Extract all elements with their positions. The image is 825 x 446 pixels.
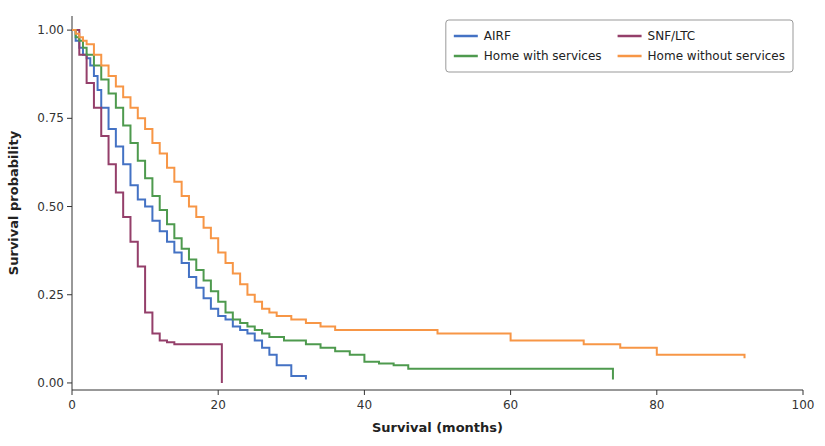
legend-label: AIRF bbox=[484, 29, 511, 43]
x-tick bbox=[72, 390, 73, 395]
y-tick bbox=[67, 294, 72, 295]
y-tick-label: 0.75 bbox=[37, 111, 64, 125]
x-tick bbox=[218, 390, 219, 395]
survival-curve bbox=[72, 30, 613, 379]
x-tick-label: 20 bbox=[211, 398, 226, 412]
x-tick bbox=[803, 390, 804, 395]
survival-curve bbox=[72, 30, 222, 383]
survival-curve bbox=[72, 30, 745, 358]
x-axis-label: Survival (months) bbox=[372, 420, 503, 435]
y-tick-label: 1.00 bbox=[37, 23, 64, 37]
legend-swatch bbox=[454, 55, 478, 58]
y-tick bbox=[67, 382, 72, 383]
legend-label: SNF/LTC bbox=[648, 29, 696, 43]
legend: AIRF SNF/LTC Home with services Home withou… bbox=[446, 20, 793, 72]
x-tick-label: 0 bbox=[68, 398, 76, 412]
legend-item: Home with services bbox=[454, 49, 602, 63]
y-tick bbox=[67, 118, 72, 119]
y-tick bbox=[67, 206, 72, 207]
x-tick-label: 60 bbox=[503, 398, 518, 412]
legend-swatch bbox=[618, 35, 642, 38]
x-tick bbox=[656, 390, 657, 395]
legend-item: Home without services bbox=[618, 49, 785, 63]
x-tick bbox=[364, 390, 365, 395]
legend-label: Home with services bbox=[484, 49, 602, 63]
legend-frame bbox=[446, 20, 793, 72]
x-axis-line bbox=[72, 390, 803, 391]
y-tick-label: 0.50 bbox=[37, 200, 64, 214]
chart: 0 20 40 60 80 100 0.00 0.25 0.50 0.75 1.00 Survival… bbox=[0, 0, 825, 446]
y-tick-label: 0.25 bbox=[37, 288, 64, 302]
x-tick-label: 40 bbox=[357, 398, 372, 412]
y-tick-label: 0.00 bbox=[37, 376, 64, 390]
legend-label: Home without services bbox=[648, 49, 785, 63]
x-tick-label: 80 bbox=[649, 398, 664, 412]
legend-item: AIRF bbox=[454, 29, 511, 43]
y-axis-label: Survival probability bbox=[6, 130, 21, 275]
legend-swatch bbox=[618, 55, 642, 58]
axes: 0 20 40 60 80 100 0.00 0.25 0.50 0.75 1.00 bbox=[37, 16, 814, 412]
legend-swatch bbox=[454, 35, 478, 38]
x-tick bbox=[510, 390, 511, 395]
y-axis-line bbox=[72, 16, 73, 390]
legend-item: SNF/LTC bbox=[618, 29, 696, 43]
x-tick-label: 100 bbox=[792, 398, 815, 412]
y-tick bbox=[67, 30, 72, 31]
plot-area bbox=[72, 30, 745, 383]
